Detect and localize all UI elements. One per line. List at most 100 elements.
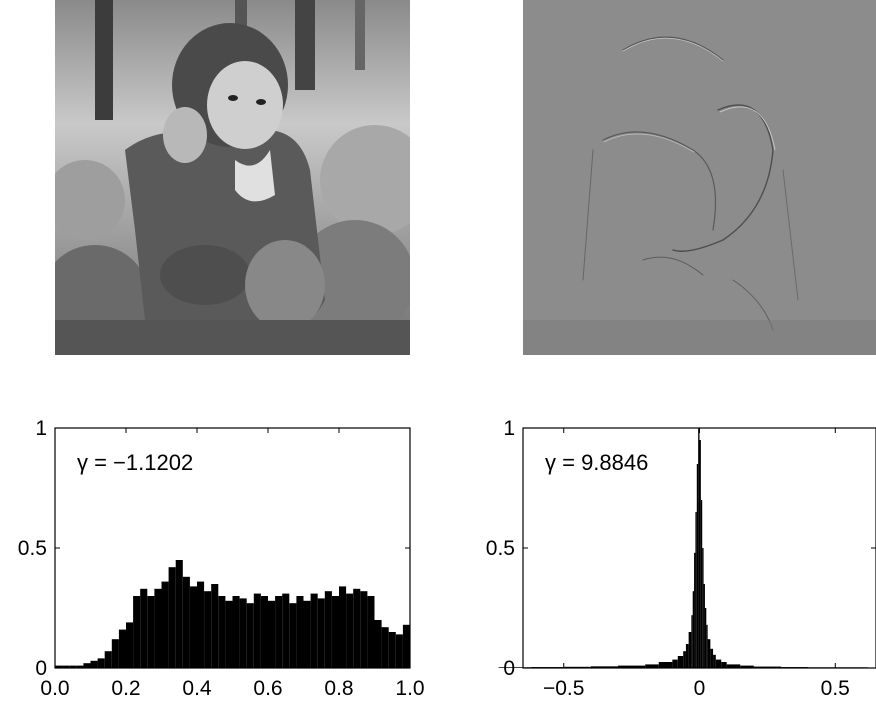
histogram-bar: [402, 624, 410, 668]
histogram-bar: [282, 593, 290, 668]
y-tick-label: 0: [503, 657, 515, 680]
histogram-bar: [388, 632, 396, 668]
histogram-bar: [374, 620, 382, 668]
histogram-bar: [289, 603, 297, 668]
y-tick-label: 0.5: [486, 537, 515, 560]
gamma-annotation: γ = −1.1202: [77, 450, 193, 475]
histogram-bar: [715, 659, 722, 668]
chart-left: 0.0 0.2 0.4 0.6 0.8 1.0 0 0.5 1 γ = −1.1202: [18, 417, 425, 700]
histogram-bar: [104, 651, 112, 668]
child-photo: [55, 0, 410, 355]
histogram-bar: [360, 591, 368, 668]
histogram-bar: [740, 665, 754, 668]
y-tick-label: 1: [503, 417, 515, 440]
histogram-bar: [696, 464, 699, 668]
histogram-bar: [339, 586, 347, 668]
histogram-bar: [700, 500, 703, 668]
histogram-bar: [645, 664, 659, 668]
histogram-bar: [154, 588, 162, 668]
histogram-bar: [381, 627, 389, 668]
histogram-bar: [692, 591, 695, 668]
histogram-bar: [260, 596, 268, 668]
histogram-bar: [688, 632, 692, 668]
histogram-bar: [672, 659, 678, 668]
histogram-bar: [118, 629, 126, 668]
histogram-bar: [324, 591, 332, 668]
histogram-bar: [275, 596, 283, 668]
histogram-bar: [710, 648, 714, 668]
histogram-bar: [706, 624, 708, 668]
histogram-bar: [694, 552, 696, 668]
filtered-photo: [523, 0, 876, 355]
x-tick-label: 0.6: [253, 677, 282, 700]
x-tick-label: 0.8: [324, 677, 353, 700]
histogram-bar: [691, 615, 693, 668]
x-tick-label: 1.0: [395, 677, 424, 700]
histogram-bar: [713, 654, 716, 668]
histogram-bar: [658, 662, 673, 668]
histogram-bar: [590, 666, 619, 668]
histogram-bar: [618, 665, 646, 668]
histogram-bar: [395, 634, 403, 668]
histogram-bar: [498, 667, 532, 668]
histogram-bar: [704, 608, 707, 668]
histogram-bar: [683, 651, 686, 668]
histogram-bar: [353, 588, 361, 668]
histogram-bar: [707, 639, 711, 668]
y-tick-label: 0: [35, 657, 47, 680]
histogram-bar: [225, 600, 233, 668]
histogram-bar: [175, 560, 183, 668]
histogram-bar: [677, 656, 684, 668]
histogram-bar: [268, 600, 276, 668]
x-tick-label: 0.0: [40, 677, 69, 700]
histogram-bar: [253, 593, 261, 668]
histogram-bar: [55, 665, 63, 668]
histogram-bar: [726, 664, 741, 668]
histogram-bar: [147, 596, 155, 668]
histogram-bar: [197, 581, 205, 668]
x-tick-label: 0.5: [821, 677, 850, 700]
histogram-bar: [69, 665, 77, 668]
histogram-bar: [698, 428, 700, 668]
histogram-bar: [218, 596, 226, 668]
histogram-bar: [161, 581, 169, 668]
x-tick-label: 0.2: [111, 677, 140, 700]
histogram-bar: [246, 603, 254, 668]
histogram-bar: [133, 596, 141, 668]
histogram-bar: [346, 593, 354, 668]
histogram-bar: [182, 576, 190, 668]
histogram-bar: [111, 639, 119, 668]
histogram-bar: [703, 584, 705, 668]
histogram-bar: [83, 663, 91, 668]
histogram-bar: [239, 598, 247, 668]
histogram-bar: [168, 567, 176, 668]
histogram-bar: [211, 584, 219, 668]
histogram-bar: [310, 593, 318, 668]
y-tick-label: 0.5: [18, 537, 47, 560]
histogram-bar: [685, 644, 689, 668]
histogram-bar: [189, 586, 197, 668]
histogram-bar: [204, 591, 212, 668]
x-tick-label: −0.5: [543, 677, 584, 700]
histogram-bar: [90, 660, 98, 668]
histogram-bar: [367, 596, 375, 668]
chart-right: −0.5 0 0.5 0 0.5 1 γ = 9.8846: [486, 417, 876, 700]
histogram-bar: [62, 665, 70, 668]
histogram-bar: [702, 548, 704, 668]
x-tick-label: 0.4: [182, 677, 212, 700]
histogram-bar: [331, 596, 339, 668]
gamma-annotation: γ = 9.8846: [545, 450, 648, 475]
histogram-bar: [140, 588, 148, 668]
histogram-bar: [317, 598, 325, 668]
histogram-bar: [232, 596, 240, 668]
histogram-bar: [126, 622, 134, 668]
histogram-bar: [76, 665, 84, 668]
histogram-bar: [97, 658, 105, 668]
histogram-bar: [699, 440, 701, 668]
y-tick-label: 1: [35, 417, 47, 440]
histogram-bar: [296, 596, 304, 668]
histogram-bar: [753, 666, 781, 668]
histogram-bar: [695, 512, 697, 668]
x-tick-label: 0: [694, 677, 706, 700]
